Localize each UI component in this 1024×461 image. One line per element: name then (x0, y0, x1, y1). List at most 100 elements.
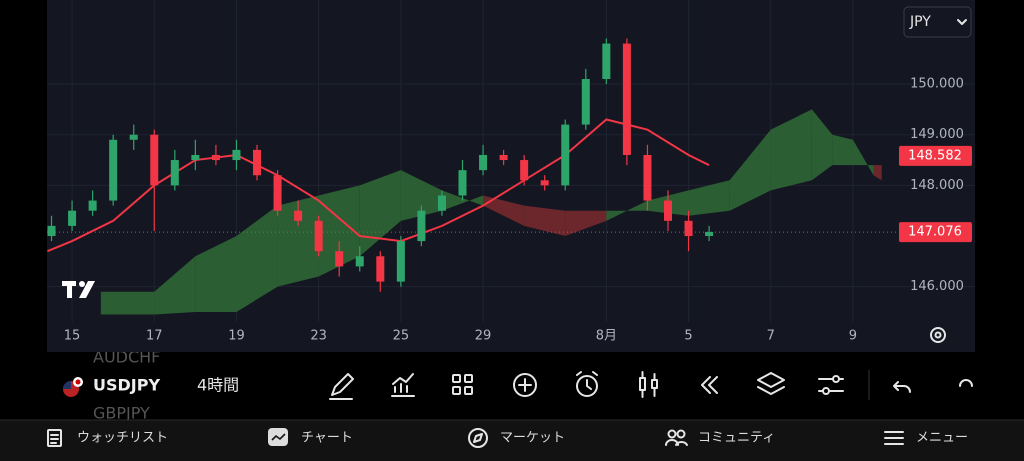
candle-body (88, 200, 97, 211)
y-tick-label: 146.000 (910, 279, 964, 294)
candle-body (663, 200, 672, 221)
candle-body (705, 231, 714, 237)
candle-body (211, 154, 220, 161)
x-tick-label: 25 (393, 329, 410, 344)
nav-item[interactable]: ウォッチリスト (77, 431, 168, 446)
candle-body (622, 43, 631, 155)
market-icon[interactable] (468, 428, 488, 448)
replay-icon[interactable] (701, 376, 718, 394)
candle-body (437, 195, 446, 211)
chevron (957, 19, 967, 25)
community-icon[interactable] (665, 429, 688, 446)
layers-icon[interactable] (757, 372, 785, 395)
plot-area (47, 0, 975, 322)
candle-body (47, 225, 56, 237)
x-tick-label: 17 (146, 329, 163, 344)
undo-icon[interactable] (893, 381, 911, 393)
currency-dropdown[interactable]: JPY (903, 6, 972, 38)
indicator-icon[interactable] (391, 373, 415, 397)
cloud-segment (770, 109, 812, 191)
cloud-segment (277, 195, 319, 287)
candle-body (499, 154, 508, 161)
candle-body (479, 154, 488, 171)
candle-body (294, 210, 303, 221)
cloud-segment (873, 165, 882, 181)
candle-body (417, 210, 426, 242)
cloud-segment (400, 170, 442, 221)
candle-body (150, 134, 159, 186)
x-tick-label: 5 (684, 329, 692, 344)
candle-body (355, 256, 364, 267)
y-tick-label: 150.000 (910, 77, 964, 92)
menu-icon[interactable] (884, 431, 904, 445)
nav-item[interactable]: メニュー (916, 431, 968, 446)
watchlist-icon[interactable] (47, 429, 62, 447)
candle-body (232, 149, 241, 161)
add-icon[interactable] (513, 373, 537, 397)
settings-sliders-icon[interactable] (818, 375, 844, 395)
dropdown-box[interactable] (903, 6, 972, 38)
cloud-segment (852, 139, 874, 176)
symbol-faded[interactable]: AUDCHF (93, 348, 160, 367)
x-tick-label: 7 (767, 329, 775, 344)
cloud-segment (606, 200, 648, 221)
candle-body (520, 160, 529, 181)
cloud-segment (154, 256, 196, 315)
apps-icon[interactable] (452, 374, 473, 395)
cloud-segment (359, 170, 401, 257)
symbol-picker[interactable]: AUDCHF USDJPY GBPJPY (93, 348, 160, 423)
candle-body (561, 124, 570, 186)
y-tick-label: 149.000 (910, 127, 964, 142)
price-badge-label: 148.582 (908, 148, 962, 163)
price-badge (899, 145, 972, 166)
candle-body (581, 79, 590, 125)
y-tick-label: 148.000 (910, 178, 964, 193)
candle-body (540, 180, 549, 186)
cloud-segment (729, 129, 771, 211)
x-tick-label: 9 (849, 329, 857, 344)
alert-icon[interactable] (576, 371, 598, 397)
x-tick-label: 23 (310, 329, 327, 344)
cloud-segment (811, 109, 833, 181)
ma-line (47, 118, 710, 253)
cloud-segment (100, 291, 155, 315)
candle-body (684, 220, 693, 237)
draw-icon[interactable] (329, 373, 354, 400)
nav-item[interactable]: チャート (301, 431, 353, 446)
price-badge (899, 222, 972, 243)
tv-logo (62, 281, 95, 298)
nav-item[interactable]: コミュニティ (698, 431, 775, 446)
candle-body (273, 175, 282, 211)
price-badge-label: 147.076 (908, 225, 962, 240)
nav-bar (0, 420, 1024, 461)
cloud-segment (832, 134, 853, 166)
x-tick-label: 29 (475, 329, 492, 344)
interval[interactable]: 4時間 (197, 376, 239, 395)
candle-body (376, 256, 385, 282)
x-tick-label: 19 (228, 329, 245, 344)
redo-icon (959, 379, 973, 387)
candle-body (396, 241, 405, 282)
cloud-segment (195, 236, 237, 312)
x-tick-label: 8月 (596, 329, 617, 344)
currency-label[interactable]: JPY (909, 14, 931, 30)
candle-body (602, 43, 611, 80)
candle-body (253, 149, 262, 176)
cloud-segment (483, 195, 525, 226)
chart-nav-icon[interactable] (268, 428, 288, 446)
cloud-segment (565, 210, 607, 237)
nav-item[interactable]: マーケット (500, 431, 565, 446)
candle-body (129, 134, 138, 140)
candle-icon[interactable] (639, 371, 658, 398)
symbol-faded[interactable]: GBPJPY (93, 404, 150, 423)
candle-body (191, 154, 200, 161)
candle-body (314, 220, 323, 252)
flag-icon (63, 377, 83, 397)
cloud-segment (688, 180, 730, 216)
axes: 146.000 148.000 149.000 150.000 15 17 19 23 25 29… (64, 77, 972, 344)
candle-body (458, 170, 467, 196)
symbol[interactable]: USDJPY (93, 376, 160, 395)
settings-icon[interactable] (930, 327, 946, 343)
cloud-segment (524, 205, 566, 237)
